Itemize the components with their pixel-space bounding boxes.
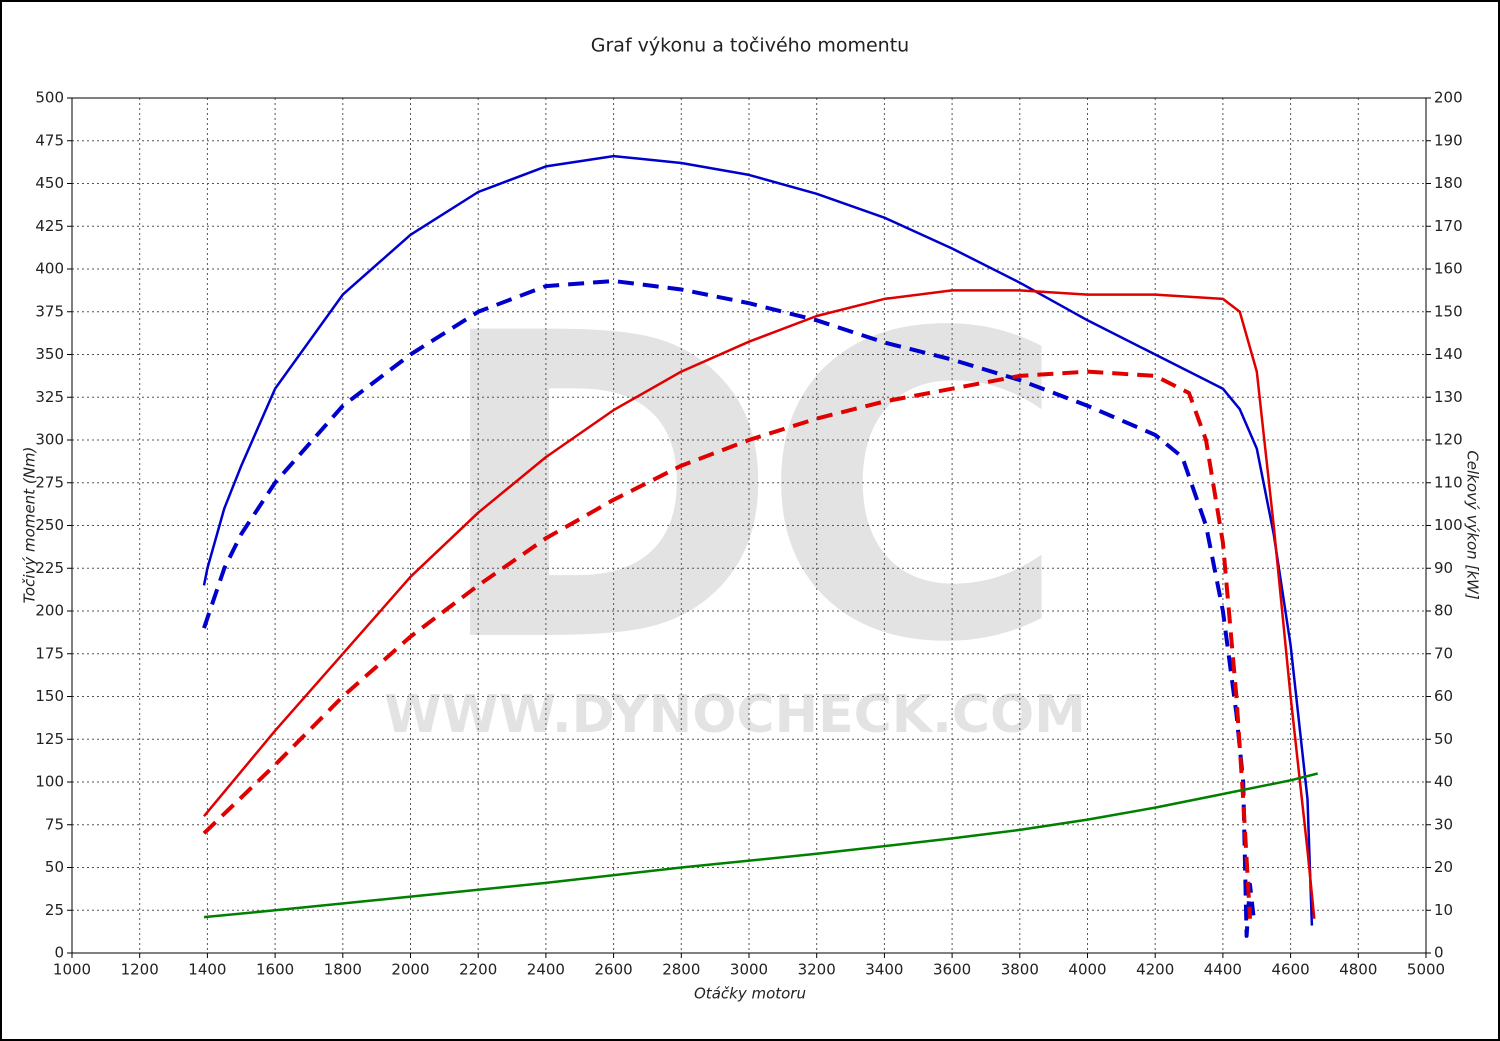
chart-title: Graf výkonu a točivého momentu <box>591 35 909 57</box>
y-tick-label: 400 <box>35 260 64 278</box>
y2-tick-label: 170 <box>1434 217 1463 235</box>
series-line <box>202 154 1314 926</box>
series-line <box>202 369 1252 919</box>
x-tick-label: 3600 <box>933 961 971 979</box>
y-tick-label: 225 <box>35 559 64 577</box>
y-tick-label: 300 <box>35 431 64 449</box>
y-tick-label: 200 <box>35 602 64 620</box>
x-axis-title: Otáčky motoru <box>694 985 806 1003</box>
y2-tick-label: 110 <box>1434 473 1463 491</box>
y2-tick-label: 150 <box>1434 302 1463 320</box>
y-tick-label: 75 <box>45 815 64 833</box>
y2-tick-label: 40 <box>1434 773 1453 791</box>
x-tick-label: 1000 <box>53 961 91 979</box>
series-line <box>203 772 1319 919</box>
x-tick-label: 1200 <box>121 961 159 979</box>
y2-tick-label: 200 <box>1434 89 1463 107</box>
x-tick-label: 5000 <box>1407 961 1445 979</box>
y2-tick-label: 100 <box>1434 516 1463 534</box>
x-tick-label: 4400 <box>1204 961 1242 979</box>
x-tick-label: 3200 <box>798 961 836 979</box>
x-tick-label: 1600 <box>256 961 294 979</box>
y2-tick-label: 80 <box>1434 602 1453 620</box>
x-tick-label: 3800 <box>1001 961 1039 979</box>
y2-tick-label: 90 <box>1434 559 1453 577</box>
y-tick-label: 50 <box>45 858 64 876</box>
x-tick-label: 4200 <box>1136 961 1174 979</box>
y2-tick-label: 20 <box>1434 858 1453 876</box>
plot-border <box>71 97 1427 954</box>
y2-axis-title: Celkový výkon [kW] <box>1464 450 1482 600</box>
x-tick-label: 3000 <box>730 961 768 979</box>
x-tick-label: 2600 <box>595 961 633 979</box>
y2-tick-label: 10 <box>1434 901 1453 919</box>
x-tick-label: 2000 <box>391 961 429 979</box>
y2-tick-label: 160 <box>1434 260 1463 278</box>
y2-tick-label: 130 <box>1434 388 1463 406</box>
x-tick-label: 2800 <box>662 961 700 979</box>
x-tick-label: 4800 <box>1339 961 1377 979</box>
y2-tick-label: 50 <box>1434 730 1453 748</box>
y-tick-label: 350 <box>35 345 64 363</box>
x-tick-label: 2200 <box>459 961 497 979</box>
y-tick-label: 150 <box>35 687 64 705</box>
x-tick-label: 1800 <box>324 961 362 979</box>
y2-tick-label: 180 <box>1434 174 1463 192</box>
y-tick-label: 275 <box>35 473 64 491</box>
y-tick-label: 0 <box>54 944 64 962</box>
x-tick-label: 4600 <box>1272 961 1310 979</box>
y-tick-label: 425 <box>35 217 64 235</box>
y-tick-label: 250 <box>35 516 64 534</box>
y2-tick-label: 0 <box>1434 944 1444 962</box>
y-tick-label: 325 <box>35 388 64 406</box>
y2-tick-label: 120 <box>1434 431 1463 449</box>
y-tick-label: 500 <box>35 89 64 107</box>
x-tick-label: 1400 <box>188 961 226 979</box>
x-tick-label: 3400 <box>865 961 903 979</box>
y-tick-label: 175 <box>35 644 64 662</box>
y2-tick-label: 70 <box>1434 644 1453 662</box>
x-tick-label: 2400 <box>527 961 565 979</box>
y2-tick-label: 30 <box>1434 815 1453 833</box>
y-tick-label: 125 <box>35 730 64 748</box>
y2-tick-label: 140 <box>1434 345 1463 363</box>
y2-tick-label: 190 <box>1434 131 1463 149</box>
y-tick-label: 450 <box>35 174 64 192</box>
watermark: DC <box>432 246 1049 735</box>
y-tick-label: 100 <box>35 773 64 791</box>
series-line <box>203 289 1316 919</box>
y-tick-label: 25 <box>45 901 64 919</box>
y-tick-label: 475 <box>35 131 64 149</box>
y2-tick-label: 60 <box>1434 687 1453 705</box>
watermark-url: WWW.DYNOCHECK.COM <box>384 685 1086 745</box>
x-tick-label: 4000 <box>1068 961 1106 979</box>
y-axis-title: Točivý moment (Nm) <box>21 447 39 604</box>
y-tick-label: 375 <box>35 302 64 320</box>
